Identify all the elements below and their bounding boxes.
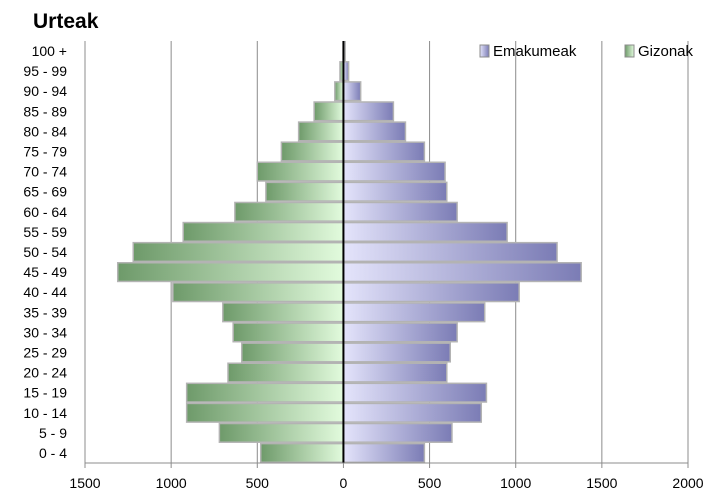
x-tick-label: 1000 bbox=[500, 475, 531, 491]
bar-gizonak bbox=[132, 241, 345, 263]
axes bbox=[84, 41, 689, 468]
y-axis-labels: 0 - 4 5 - 9 10 - 14 15 - 19 20 - 24 25 - 29 30… bbox=[23, 43, 67, 461]
y-tick-label: 95 - 99 bbox=[23, 63, 67, 79]
bar-emakumeak bbox=[342, 282, 520, 303]
bar-gizonak bbox=[222, 302, 345, 323]
bar-gizonak bbox=[234, 201, 345, 222]
y-tick-label: 90 - 94 bbox=[23, 83, 67, 99]
x-tick-label: 1000 bbox=[156, 475, 187, 491]
x-tick-label: 500 bbox=[246, 475, 270, 491]
y-tick-label: 0 - 4 bbox=[39, 445, 67, 461]
y-tick-label: 5 - 9 bbox=[39, 425, 67, 441]
y-tick-label: 10 - 14 bbox=[23, 405, 67, 421]
y-tick-label: 60 - 64 bbox=[23, 204, 67, 220]
bar-emakumeak bbox=[342, 241, 558, 263]
y-tick-label: 85 - 89 bbox=[23, 103, 67, 119]
legend-label: Emakumeak bbox=[493, 43, 577, 60]
y-tick-label: 30 - 34 bbox=[23, 324, 67, 340]
legend-label: Gizonak bbox=[638, 43, 694, 60]
bar-emakumeak bbox=[342, 442, 426, 464]
bar-gizonak bbox=[172, 282, 345, 303]
y-tick-label: 25 - 29 bbox=[23, 344, 67, 360]
legend-swatch bbox=[479, 44, 490, 58]
bar-gizonak bbox=[185, 382, 345, 403]
bar-gizonak bbox=[232, 322, 345, 343]
bar-gizonak bbox=[313, 101, 345, 122]
bar-gizonak bbox=[182, 221, 345, 242]
x-tick-label: 1500 bbox=[69, 475, 100, 491]
x-axis-labels: 1500 1000 500 0 500 1000 1500 2000 bbox=[69, 475, 703, 491]
bar-emakumeak bbox=[342, 302, 486, 323]
y-tick-label: 40 - 44 bbox=[23, 284, 67, 300]
y-tick-label: 65 - 69 bbox=[23, 184, 67, 200]
bar-gizonak bbox=[265, 181, 345, 202]
x-tick-label: 500 bbox=[418, 475, 442, 491]
bar-emakumeak bbox=[342, 342, 451, 363]
y-tick-label: 50 - 54 bbox=[23, 244, 67, 260]
x-tick-label: 0 bbox=[340, 475, 348, 491]
bar-emakumeak bbox=[342, 422, 453, 443]
bars bbox=[116, 40, 582, 464]
bar-gizonak bbox=[259, 442, 345, 464]
y-tick-label: 20 - 24 bbox=[23, 365, 67, 381]
y-tick-label: 70 - 74 bbox=[23, 164, 67, 180]
bar-gizonak bbox=[280, 141, 345, 162]
bar-emakumeak bbox=[342, 141, 426, 162]
y-tick-label: 35 - 39 bbox=[23, 304, 67, 320]
bar-emakumeak bbox=[342, 81, 362, 102]
bar-gizonak bbox=[227, 362, 345, 383]
bar-gizonak bbox=[185, 402, 345, 423]
bar-gizonak bbox=[241, 342, 345, 363]
x-tick-label: 1500 bbox=[586, 475, 617, 491]
bar-emakumeak bbox=[342, 382, 488, 403]
y-tick-label: 55 - 59 bbox=[23, 224, 67, 240]
bar-gizonak bbox=[116, 262, 345, 283]
bar-emakumeak bbox=[342, 221, 508, 242]
legend-swatch bbox=[624, 44, 635, 58]
bar-gizonak bbox=[218, 422, 345, 443]
chart-title: Urteak bbox=[33, 10, 99, 33]
bar-emakumeak bbox=[342, 161, 446, 182]
x-tick-label: 2000 bbox=[672, 475, 703, 491]
y-tick-label: 45 - 49 bbox=[23, 264, 67, 280]
bar-gizonak bbox=[334, 81, 345, 102]
bar-gizonak bbox=[256, 161, 345, 182]
bar-emakumeak bbox=[342, 262, 582, 283]
bar-emakumeak bbox=[342, 181, 448, 202]
y-tick-label: 75 - 79 bbox=[23, 144, 67, 160]
bar-emakumeak bbox=[342, 322, 458, 343]
bar-gizonak bbox=[297, 121, 345, 142]
legend: Emakumeak Gizonak bbox=[479, 43, 694, 60]
bar-emakumeak bbox=[342, 362, 448, 383]
y-tick-label: 80 - 84 bbox=[23, 123, 67, 139]
y-tick-label: 15 - 19 bbox=[23, 385, 67, 401]
y-tick-label: 100 + bbox=[32, 43, 67, 59]
bar-emakumeak bbox=[342, 121, 407, 142]
bar-emakumeak bbox=[342, 402, 483, 423]
bar-emakumeak bbox=[342, 201, 458, 222]
bar-emakumeak bbox=[342, 101, 395, 122]
